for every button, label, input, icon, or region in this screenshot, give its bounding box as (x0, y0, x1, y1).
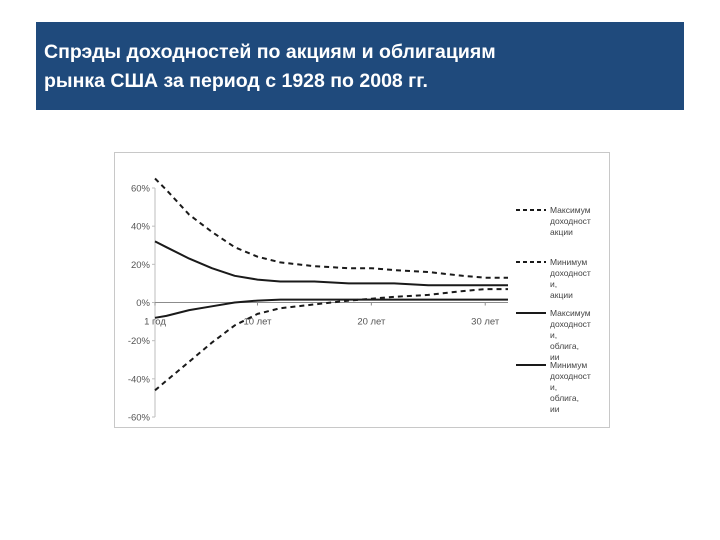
x-tick-label: 10 лет (243, 317, 272, 328)
legend-label: Максимум доходност акции (550, 205, 591, 237)
y-tick-label: -40% (128, 374, 151, 385)
y-tick-label: 60% (131, 184, 151, 195)
legend-label: Минимум доходност и, акции (550, 257, 591, 300)
chart-svg: 60% 40% 20% 0% -20% -40% -60% 1 год 10 лет 20 ле… (114, 152, 610, 428)
series-line-4 (154, 298, 508, 319)
legend-label: Минимум доходност и, облига, ии (550, 360, 591, 414)
x-tick-label: 20 лет (357, 317, 386, 328)
y-tick-label: -60% (128, 413, 151, 424)
chart-frame (114, 152, 610, 428)
y-tick-labels: 60% 40% 20% 0% -20% -40% -60% (128, 184, 155, 424)
title-line-1: Спрэды доходностей по акциям и облигация… (44, 41, 496, 63)
legend-label: Максимум доходност и, облига, ии (550, 308, 591, 362)
title-line-2: рынка США за период с 1928 по 2008 гг. (44, 70, 428, 92)
series-lines (154, 177, 508, 392)
x-tick-label: 1 год (144, 317, 166, 328)
x-tick-labels: 1 год 10 лет 20 лет 30 лет (144, 302, 500, 328)
series-line-1 (154, 177, 508, 279)
y-tick-label: 40% (131, 222, 151, 233)
legend: Максимум доходност акции Минимум доходност и,… (516, 205, 591, 414)
title-banner: Спрэды доходностей по акциям и облигация… (36, 22, 684, 110)
y-tick-label: 0% (136, 298, 150, 309)
series-line-3 (154, 240, 508, 287)
y-tick-label: -20% (128, 336, 151, 347)
spread-chart: 60% 40% 20% 0% -20% -40% -60% 1 год 10 лет 20 ле… (114, 152, 610, 428)
series-line-2 (154, 288, 508, 392)
x-tick-label: 30 лет (471, 317, 500, 328)
y-tick-label: 20% (131, 260, 151, 271)
